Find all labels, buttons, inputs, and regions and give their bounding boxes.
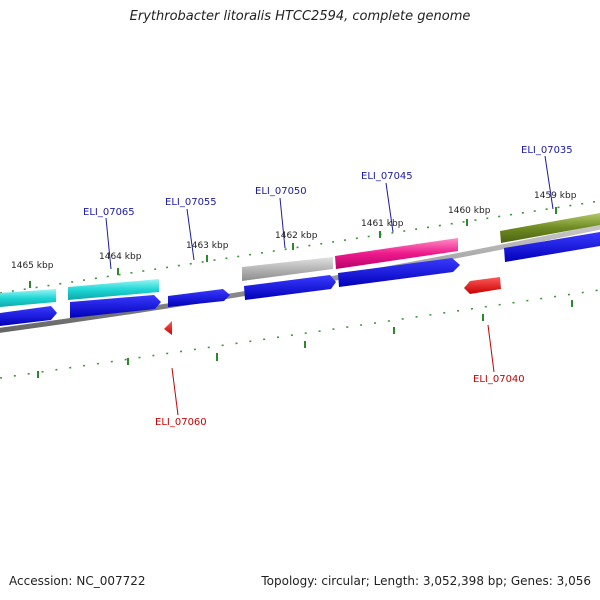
- map-title: Erythrobacter litoralis HTCC2594, comple…: [129, 9, 471, 24]
- feature-olive[interactable]: [500, 213, 600, 243]
- accession-info: Accession: NC_007722: [9, 574, 146, 588]
- tick-label: 1459 kbp: [534, 191, 577, 201]
- gene-eli-07060[interactable]: [164, 321, 172, 335]
- feature-track: [0, 213, 600, 307]
- inner-tick-track: [0, 289, 600, 379]
- tick-label: 1462 kbp: [275, 231, 318, 241]
- tick-label: 1465 kbp: [11, 261, 54, 271]
- genome-summary: Topology: circular; Length: 3,052,398 bp…: [261, 574, 591, 588]
- cds-arrow[interactable]: [504, 232, 600, 262]
- tick-labels: 1465 kbp 1464 kbp 1463 kbp 1462 kbp 1461…: [11, 191, 577, 271]
- cds-arrow[interactable]: [0, 306, 57, 326]
- forward-gene-labels: ELI_07065 ELI_07055 ELI_07050 ELI_07045 …: [83, 145, 573, 270]
- gene-label-eli-07035[interactable]: ELI_07035: [521, 145, 573, 156]
- gene-label-eli-07045[interactable]: ELI_07045: [361, 171, 413, 182]
- reverse-gene-labels: ELI_07060 ELI_07040: [155, 324, 525, 428]
- accession-label: Accession:: [9, 574, 73, 588]
- cds-track: [0, 232, 600, 326]
- tick-label: 1464 kbp: [99, 252, 142, 262]
- gene-label-eli-07065[interactable]: ELI_07065: [83, 207, 135, 218]
- feature-cyan[interactable]: [68, 279, 159, 300]
- cds-arrow[interactable]: [338, 258, 460, 287]
- gene-label-eli-07040[interactable]: ELI_07040: [473, 374, 525, 385]
- accession-value: NC_007722: [76, 574, 146, 588]
- gene-eli-07040[interactable]: [464, 277, 501, 294]
- feature-cyan[interactable]: [0, 289, 56, 307]
- gene-label-eli-07050[interactable]: ELI_07050: [255, 186, 307, 197]
- cds-arrow[interactable]: [168, 289, 230, 307]
- cds-arrow[interactable]: [70, 295, 161, 318]
- outer-tick-track: [0, 200, 600, 294]
- tick-label: 1463 kbp: [186, 241, 229, 251]
- gene-label-eli-07060[interactable]: ELI_07060: [155, 417, 207, 428]
- cds-arrow[interactable]: [244, 275, 336, 300]
- gene-label-eli-07055[interactable]: ELI_07055: [165, 197, 217, 208]
- feature-magenta[interactable]: [335, 238, 458, 269]
- tick-label: 1460 kbp: [448, 206, 491, 216]
- tick-label: 1461 kbp: [361, 219, 404, 229]
- feature-gray[interactable]: [242, 257, 333, 281]
